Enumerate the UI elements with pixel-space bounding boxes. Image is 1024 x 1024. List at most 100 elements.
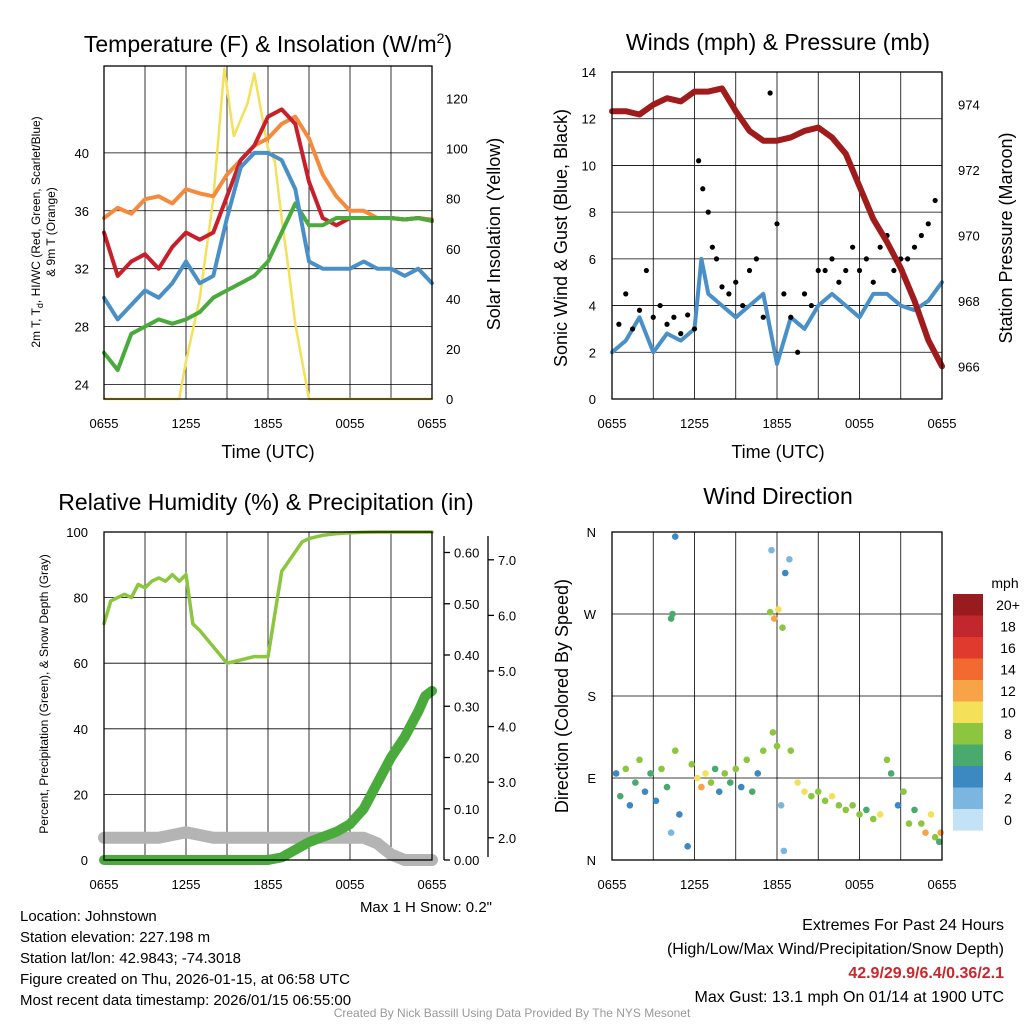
wind-gust-point [870,279,876,285]
temp-y2tick-label: 120 [446,92,468,107]
temp-ylabel-left-2: & 9m T (Orange) [44,187,58,277]
wind-gust-point [696,158,702,164]
created-text: Figure created on Thu, 2026-01-15, at 06… [20,971,350,988]
dir-xtick-label: 1855 [763,877,792,892]
dir-point [684,843,691,850]
colorbar-swatch [953,744,983,766]
wind-gust-point [643,267,649,274]
colorbar-label: 12 [1000,683,1016,699]
wind-gust-point [705,209,711,215]
dir-point [622,765,630,773]
dir-point [769,729,777,736]
wind-gust-point [726,291,732,297]
wind-gust-point [911,244,918,250]
colorbar-swatch [953,615,983,637]
location-text: Location: Johnstown [20,908,157,925]
temp-y2tick-label: 60 [446,242,460,257]
dir-point [894,802,902,809]
extremes-subtitle: (High/Low/Max Wind/Precipitation/Snow De… [666,941,1004,958]
dir-point [777,802,785,809]
wind-gust-point [623,291,629,297]
dir-point [641,788,649,795]
temp-ytick-label: 36 [75,204,89,219]
rh-y3tick-label: 7.0 [498,553,516,568]
wind-ytick-label: 2 [589,345,596,360]
wind-gust-point [863,256,869,262]
wind-gust-point [760,314,766,320]
temp-xtick-label: 0055 [336,416,365,431]
rh-y2tick-label: 0.50 [454,597,479,612]
dir-point [647,770,654,777]
dir-point [711,765,719,773]
wind-ytick-label: 10 [582,158,596,173]
wind-gust-point [918,232,924,239]
temp-ylabel-left: 2m T, Td, HI/WC (Red, Green, Scarlet/Blu… [29,116,45,347]
temp-y2tick-label: 0 [446,392,453,407]
dir-point [715,788,723,795]
dir-point [748,788,756,795]
colorbar-label: 2 [1004,791,1012,807]
wind-xtick-label: 1255 [680,416,709,431]
wind-xtick-label: 1855 [763,416,792,431]
dir-point [693,774,701,782]
dir-xtick-label: 0055 [845,877,874,892]
wind-gust-point [801,291,808,297]
wind-gust-point [636,307,643,313]
temp-xtick-label: 0655 [418,416,447,431]
dir-point [702,770,709,777]
colorbar-swatch [953,723,983,745]
temp-ytick-label: 24 [75,378,89,393]
wind-ylabel-right: Station Pressure (Maroon) [996,132,1016,343]
colorbar-swatch [953,680,983,702]
dir-point [775,606,782,613]
dir-point [780,847,788,855]
dir-point [632,779,639,786]
recent-data-text: Most recent data timestamp: 2026/01/15 0… [20,992,352,1009]
wind-gust-point [709,244,715,250]
colorbar-swatch [953,658,983,680]
dir-point [931,833,939,841]
wind-ytick-label: 12 [582,112,596,127]
wind-ylabel-left: Sonic Wind & Gust (Blue, Black) [551,109,571,367]
wind-ytick-label: 8 [589,205,596,220]
rh-y3tick-label: 2.0 [498,831,516,846]
temp-frame [103,65,433,400]
wind-ytick-label: 4 [589,299,596,314]
wind-xtick-label: 0655 [928,416,957,431]
temp-y2tick-label: 100 [446,142,468,157]
colorbar-title: mph [991,575,1018,591]
dir-point [743,756,751,764]
dir-point [781,569,789,577]
wind-gust-point [788,314,794,320]
dir-point [766,608,774,616]
dir-point [663,783,671,791]
dir-point [801,788,808,795]
wind-gust-point [774,221,780,227]
wind-frame [611,71,943,400]
rh-frame [103,531,433,861]
dir-point [828,792,836,800]
wind-xtick-label: 0055 [845,416,874,431]
wind-ytick-label: 14 [582,65,596,80]
temp-xtick-label: 1255 [172,416,201,431]
temp-y2tick-label: 40 [446,292,460,307]
dir-ytick-label: N [587,525,596,540]
dir-point [842,806,850,814]
temp-ytick-label: 32 [75,262,89,277]
wind-y2tick-label: 970 [958,229,980,244]
rh-y2tick-label: 0.20 [454,751,479,766]
wind-gust-point [691,326,698,332]
wind-ytick-label: 6 [589,252,596,267]
wind-gust-point [829,256,835,262]
wind-y2tick-label: 968 [958,294,980,309]
dir-point [612,770,620,777]
dir-point [732,765,740,773]
colorbar-swatch [953,594,983,616]
colorbar-label: 10 [1000,705,1016,721]
temp-ylabel-right: Solar Insolation (Yellow) [484,138,504,330]
wind-gust-point [700,186,706,192]
rh-y3tick-label: 5.0 [498,664,516,679]
extremes-values: 42.9/29.9/6.4/0.36/2.1 [848,965,1004,982]
dir-point [821,797,829,805]
dir-point [937,829,944,836]
